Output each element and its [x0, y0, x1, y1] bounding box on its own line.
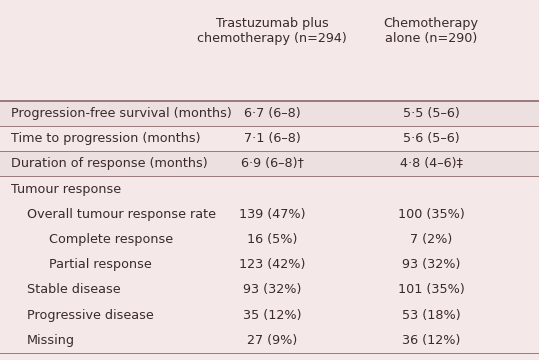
Text: Complete response: Complete response	[49, 233, 172, 246]
Text: 53 (18%): 53 (18%)	[402, 309, 460, 321]
Text: Missing: Missing	[27, 334, 75, 347]
Text: 36 (12%): 36 (12%)	[402, 334, 460, 347]
Text: 5·5 (5–6): 5·5 (5–6)	[403, 107, 460, 120]
Text: 4·8 (4–6)‡: 4·8 (4–6)‡	[400, 157, 462, 170]
Bar	[0, 101, 539, 126]
Text: Stable disease: Stable disease	[27, 283, 121, 296]
Text: 100 (35%): 100 (35%)	[398, 208, 465, 221]
Text: 27 (9%): 27 (9%)	[247, 334, 298, 347]
Text: Trastuzumab plus
chemotherapy (n=294): Trastuzumab plus chemotherapy (n=294)	[197, 17, 347, 45]
Text: 123 (42%): 123 (42%)	[239, 258, 306, 271]
Text: 101 (35%): 101 (35%)	[398, 283, 465, 296]
Text: Time to progression (months): Time to progression (months)	[11, 132, 201, 145]
Text: 7 (2%): 7 (2%)	[410, 233, 452, 246]
Text: 93 (32%): 93 (32%)	[243, 283, 301, 296]
Text: Progressive disease: Progressive disease	[27, 309, 154, 321]
Text: 6·9 (6–8)†: 6·9 (6–8)†	[241, 157, 303, 170]
Text: 93 (32%): 93 (32%)	[402, 258, 460, 271]
Text: 139 (47%): 139 (47%)	[239, 208, 306, 221]
Text: Tumour response: Tumour response	[11, 183, 121, 195]
Text: Partial response: Partial response	[49, 258, 151, 271]
Bar	[0, 151, 539, 176]
Text: Progression-free survival (months): Progression-free survival (months)	[11, 107, 232, 120]
Text: Duration of response (months): Duration of response (months)	[11, 157, 208, 170]
Text: 16 (5%): 16 (5%)	[247, 233, 298, 246]
Text: Overall tumour response rate: Overall tumour response rate	[27, 208, 216, 221]
Text: 7·1 (6–8): 7·1 (6–8)	[244, 132, 301, 145]
Text: 35 (12%): 35 (12%)	[243, 309, 301, 321]
Text: 5·6 (5–6): 5·6 (5–6)	[403, 132, 460, 145]
Text: 6·7 (6–8): 6·7 (6–8)	[244, 107, 301, 120]
Text: Chemotherapy
alone (n=290): Chemotherapy alone (n=290)	[384, 17, 479, 45]
